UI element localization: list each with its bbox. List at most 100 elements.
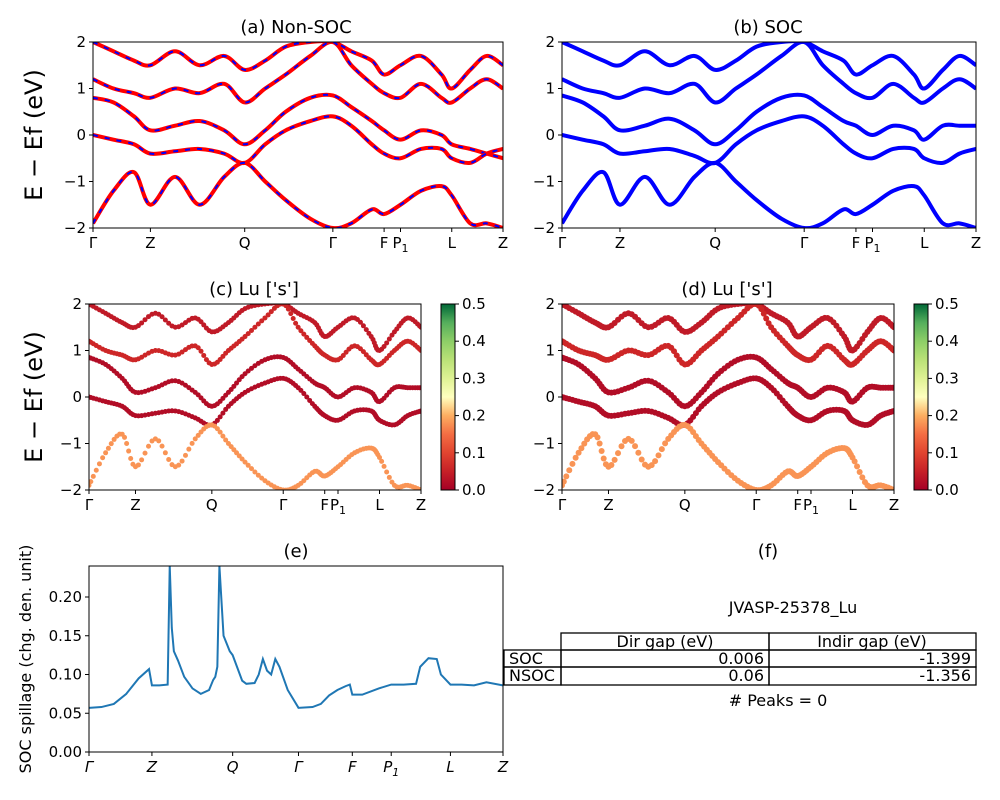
d-frame — [561, 303, 895, 491]
d-point-2-27 — [635, 449, 642, 456]
d-xtick-label-2: Q — [679, 496, 691, 514]
c-point-1-126 — [418, 408, 421, 414]
c-point-4-57 — [252, 324, 258, 330]
e-xtick-label-1: Z — [146, 758, 158, 776]
a-ytick-label-4: 2 — [76, 33, 86, 51]
c-point-1-75 — [304, 394, 310, 400]
d-xtick-label-5: P1 — [803, 496, 819, 517]
a-ytick-label-3: 1 — [76, 80, 86, 98]
c-xtick-label-6: L — [375, 496, 384, 514]
a-ytick-label-1: −1 — [64, 173, 86, 191]
e-xtick-label-6: L — [446, 758, 454, 776]
c-xtick-label-2: Q — [206, 496, 218, 514]
c-point-4-60 — [262, 315, 268, 321]
c-point-2-14 — [124, 441, 130, 446]
e-xtick-label-7: Z — [497, 758, 509, 776]
c-point-4-70 — [290, 315, 296, 321]
a-band-dash-1 — [93, 115, 503, 165]
c-cbar-label-2: 0.2 — [462, 407, 486, 425]
c-point-2-20 — [139, 457, 145, 463]
c-cbar-label-5: 0.5 — [462, 295, 486, 313]
c-ytick-label-4: 2 — [72, 295, 82, 313]
a-xtick-label-3: Γ — [329, 234, 338, 252]
c-point-0-55 — [245, 368, 251, 374]
c-point-2-22 — [146, 443, 152, 449]
panel-c: (c) Lu ['s'] E − Ef (eV) −2 −1 0 1 2 Γ Z Q Γ F P1 L… — [20, 279, 486, 517]
c-point-4-62 — [268, 309, 274, 315]
c-point-2-6 — [103, 450, 109, 456]
c-cbar-label-4: 0.4 — [462, 332, 486, 350]
d-colorbar-bar — [913, 303, 929, 491]
panel-a-ylabel: E − Ef (eV) — [20, 69, 48, 201]
d-ytick-label-3: 1 — [545, 342, 555, 360]
d-xtick-label-0: Γ — [558, 496, 567, 514]
c-point-2-54 — [242, 459, 248, 465]
a-ytick-label-0: −2 — [64, 219, 86, 237]
c-point-2-56 — [248, 466, 254, 472]
c-point-2-112 — [386, 474, 392, 480]
gap-table: Dir gap (eV) Indir gap (eV) SOC 0.006 -1… — [503, 632, 977, 686]
c-point-4-92 — [340, 352, 346, 358]
table-row-soc-label: SOC — [509, 649, 543, 668]
d-point-2-22 — [618, 443, 625, 450]
c-point-2-126 — [418, 487, 421, 490]
a-band-1 — [93, 114, 503, 166]
a-band-dash-2 — [93, 161, 503, 228]
c-point-2-32 — [179, 458, 185, 464]
plot-a: −2 −1 0 1 2 Γ Z Q Γ F P1 L Z — [64, 33, 508, 255]
c-point-4-68 — [285, 306, 291, 312]
c-point-3-27 — [162, 317, 168, 323]
d-cbar-label-1: 0.1 — [935, 444, 959, 462]
panel-c-ylabel: E − Ef (eV) — [20, 331, 48, 463]
panel-e: (e) SOC spillage (chg. den. unit) 0.000.… — [16, 541, 509, 779]
panel-c-title: (c) Lu ['s'] — [209, 279, 299, 300]
d-point-4-126 — [891, 347, 894, 354]
panel-b-title: (b) SOC — [733, 17, 802, 38]
table-row-nsoc-dir: 0.06 — [728, 666, 764, 685]
c-point-3-126 — [418, 324, 421, 330]
c-xtick-label-1: Z — [130, 496, 140, 514]
b-xtick-label-7: Z — [971, 234, 981, 252]
c-point-2-58 — [255, 472, 261, 478]
plot-c: −2 −1 0 1 2 Γ Z Q Γ F P1 L Z — [60, 295, 426, 517]
c-point-2-3 — [93, 467, 99, 473]
a-frame — [92, 41, 504, 229]
d-xtick-label-7: Z — [889, 496, 899, 514]
b-band-2 — [562, 160, 976, 228]
c-xtick-label-0: Γ — [85, 496, 94, 514]
c-point-2-25 — [156, 438, 162, 444]
c-point-4-61 — [265, 312, 271, 318]
panel-d-title: (d) Lu ['s'] — [681, 279, 772, 300]
d-point-2-21 — [615, 450, 622, 457]
c-point-2-1 — [89, 479, 94, 485]
c-colorbar-bar — [440, 303, 456, 491]
c-point-1-44 — [214, 417, 220, 423]
panel-e-title: (e) — [283, 541, 308, 562]
d-point-2-15 — [598, 448, 605, 455]
c-point-2-46 — [220, 433, 226, 439]
c-point-2-21 — [142, 450, 148, 456]
c-point-2-4 — [96, 461, 102, 467]
d-point-2-31 — [648, 462, 655, 469]
c-ytick-label-0: −2 — [60, 481, 82, 499]
e-frame — [88, 565, 504, 753]
c-point-2-16 — [128, 455, 134, 461]
c-point-3-26 — [159, 314, 165, 320]
c-point-4-71 — [293, 320, 299, 326]
a-xtick-label-4: F — [380, 234, 389, 252]
table-header-indir: Indir gap (eV) — [817, 632, 927, 651]
d-points — [562, 304, 894, 490]
d-point-2-2 — [563, 473, 570, 480]
d-point-2-13 — [594, 434, 601, 441]
c-point-2-7 — [105, 445, 111, 451]
d-point-2-111 — [856, 468, 863, 475]
plot-e: 0.00 0.05 0.10 0.15 0.20 Γ Z Q Γ F P1 L Z — [49, 565, 509, 779]
d-point-2-26 — [632, 443, 639, 450]
d-point-4-38 — [671, 348, 678, 355]
c-point-2-28 — [166, 457, 172, 463]
b-xtick-label-1: Z — [615, 234, 625, 252]
b-ytick-label-4: 2 — [545, 33, 555, 51]
a-xtick-label-5: P1 — [392, 234, 408, 255]
c-point-4-38 — [198, 348, 204, 354]
